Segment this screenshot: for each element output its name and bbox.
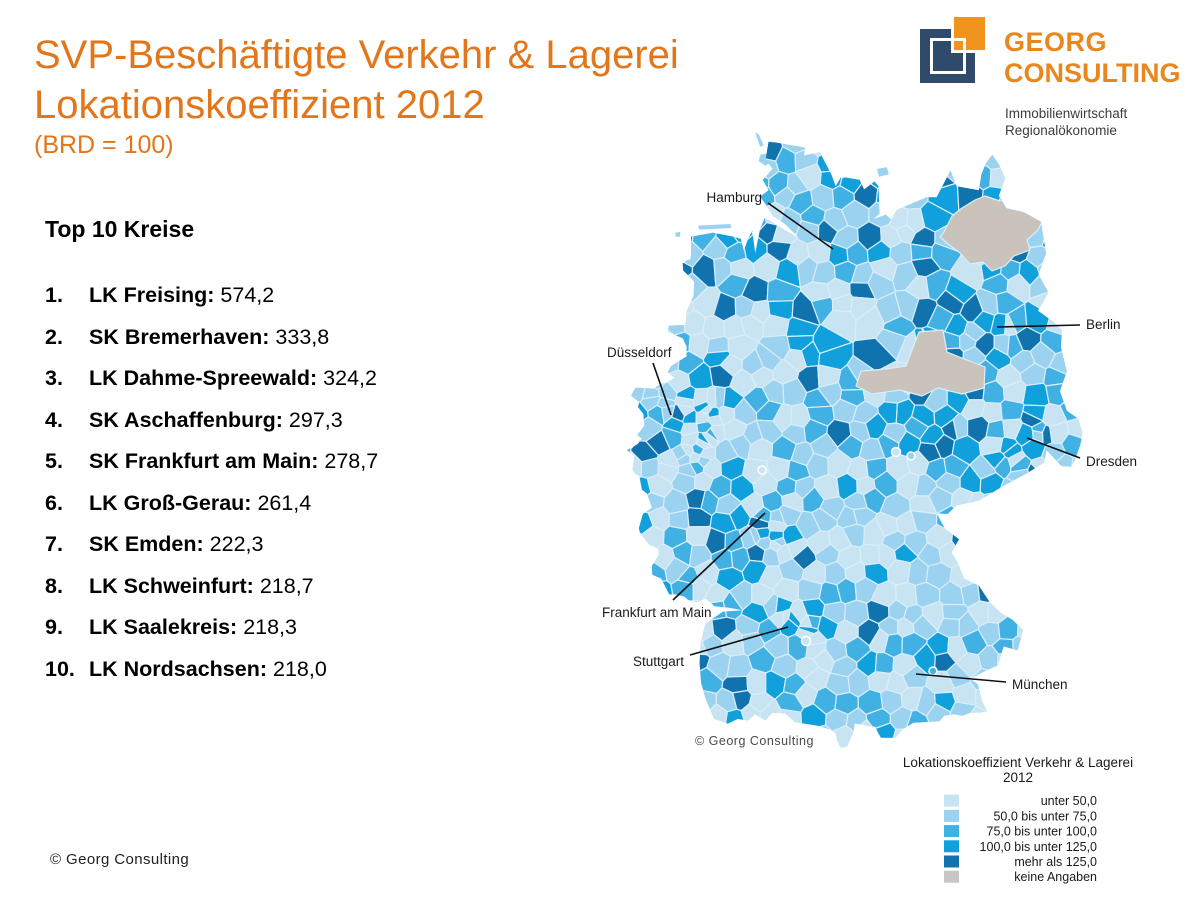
svg-text:mehr als 125,0: mehr als 125,0 — [1014, 855, 1097, 869]
svg-text:Lokationskoeffizient Verkehr &: Lokationskoeffizient Verkehr & Lagerei — [903, 755, 1133, 770]
svg-text:75,0 bis unter 100,0: 75,0 bis unter 100,0 — [987, 825, 1098, 839]
svg-text:Hamburg: Hamburg — [706, 190, 762, 205]
svg-text:© Georg Consulting: © Georg Consulting — [695, 734, 814, 748]
svg-text:Frankfurt am Main: Frankfurt am Main — [602, 605, 712, 620]
svg-text:Düsseldorf: Düsseldorf — [607, 345, 672, 360]
svg-text:100,0 bis unter 125,0: 100,0 bis unter 125,0 — [980, 840, 1097, 854]
svg-text:keine Angaben: keine Angaben — [1014, 870, 1097, 884]
svg-text:50,0 bis unter 75,0: 50,0 bis unter 75,0 — [993, 809, 1097, 823]
svg-text:München: München — [1012, 677, 1068, 692]
svg-text:unter 50,0: unter 50,0 — [1041, 794, 1097, 808]
svg-text:Berlin: Berlin — [1086, 317, 1121, 332]
svg-text:Dresden: Dresden — [1086, 454, 1137, 469]
svg-text:2012: 2012 — [1003, 770, 1033, 785]
svg-text:Stuttgart: Stuttgart — [633, 654, 684, 669]
